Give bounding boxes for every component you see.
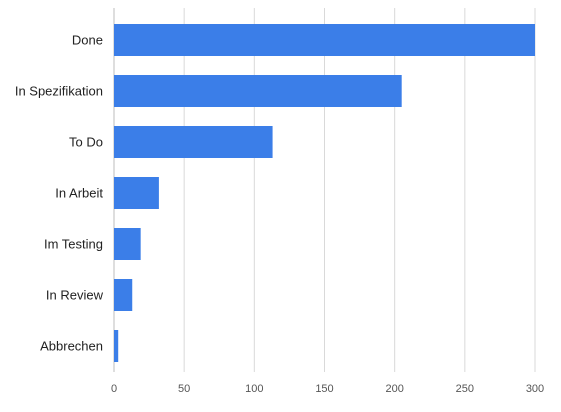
category-labels: Done In Spezifikation To Do In Arbeit Im Tes… xyxy=(15,33,104,354)
bar-done[interactable] xyxy=(114,24,535,56)
bar-im-testing[interactable] xyxy=(114,228,141,260)
grid-layer xyxy=(113,8,536,372)
bar-to-do[interactable] xyxy=(114,126,273,158)
x-tick-label-300: 300 xyxy=(526,383,544,395)
category-label-in-review: In Review xyxy=(46,288,104,303)
x-tick-label-200: 200 xyxy=(385,383,403,395)
bar-in-spezifikation[interactable] xyxy=(114,75,402,107)
x-tick-label-150: 150 xyxy=(315,383,333,395)
category-label-to-do: To Do xyxy=(69,135,103,150)
x-tick-label-250: 250 xyxy=(456,383,474,395)
category-label-in-spezifikation: In Spezifikation xyxy=(15,84,103,99)
x-axis-ticks: 0 50 100 150 200 250 300 xyxy=(111,383,544,395)
bar-in-review[interactable] xyxy=(114,279,133,311)
bar-in-arbeit[interactable] xyxy=(114,177,159,209)
x-tick-label-100: 100 xyxy=(245,383,263,395)
bar-abbrechen[interactable] xyxy=(114,330,119,362)
bar-layer xyxy=(114,24,535,362)
category-label-in-arbeit: In Arbeit xyxy=(55,186,103,201)
category-label-done: Done xyxy=(72,33,103,48)
x-tick-label-0: 0 xyxy=(111,383,117,395)
category-label-abbrechen: Abbrechen xyxy=(40,339,103,354)
category-label-im-testing: Im Testing xyxy=(44,237,103,252)
x-tick-label-50: 50 xyxy=(178,383,190,395)
